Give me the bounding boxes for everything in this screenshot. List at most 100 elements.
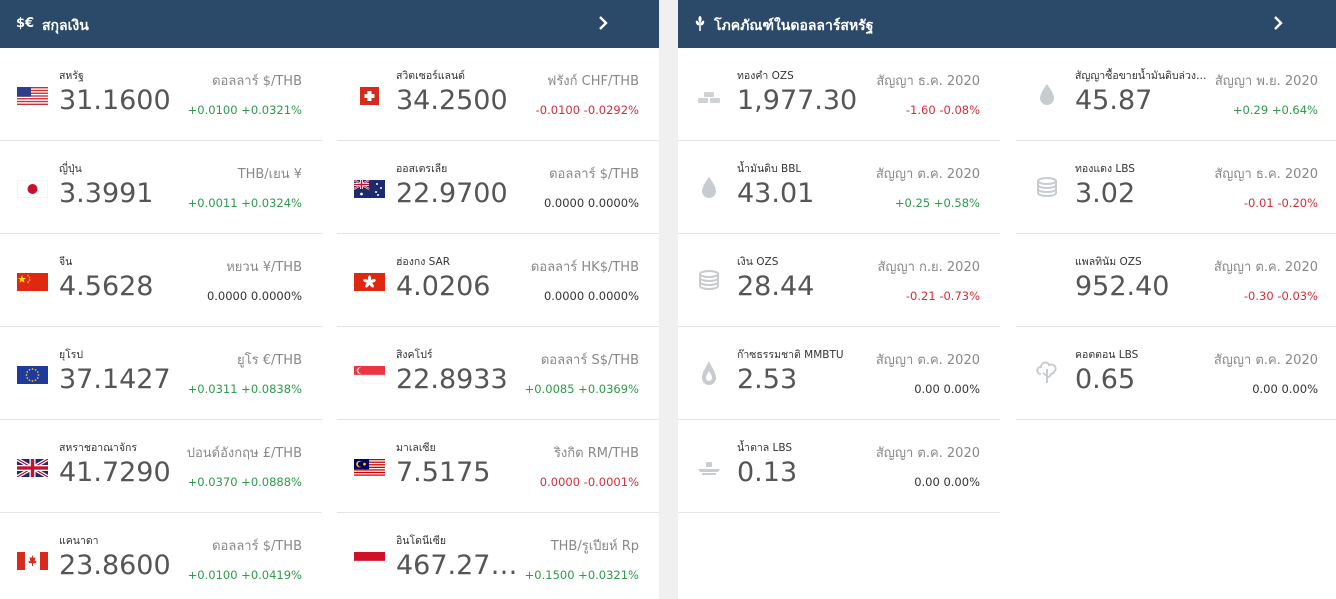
commodity-unit: สัญญา ต.ค. 2020 — [875, 446, 980, 461]
currency-unit: ดอลลาร์ S$/THB — [540, 353, 639, 368]
commodity-title: โภคภัณฑ์ในดอลลาร์สหรัฐ — [714, 18, 874, 34]
currency-card[interactable]: ญี่ปุ่น 3.3991 THB/เยน ¥ +0.0011 +0.0324% — [0, 141, 322, 234]
currency-card[interactable]: มาเลเซีย 7.5175 ริงกิต RM/THB 0.0000 -0.000… — [337, 420, 659, 513]
coin-stack-icon — [699, 270, 719, 290]
currency-unit: ดอลลาร์ $/THB — [212, 539, 302, 554]
commodity-card[interactable]: เงิน OZS 28.44 สัญญา ก.ย. 2020 -0.21 -0.73% — [678, 234, 1000, 327]
currency-name: ญี่ปุ่น — [59, 163, 82, 175]
eu-flag — [17, 366, 48, 384]
currency-name: มาเลเซีย — [396, 442, 436, 454]
gold-bars-icon — [698, 92, 720, 103]
chevron-right-icon[interactable] — [596, 14, 610, 32]
currency-card[interactable]: สวิตเซอร์แลนด์ 34.2500 ฟรังก์ CHF/THB -0.01… — [337, 48, 659, 141]
currency-unit: ปอนด์อังกฤษ £/THB — [186, 446, 302, 461]
currency-name: สวิตเซอร์แลนด์ — [396, 70, 465, 82]
currency-card[interactable]: ยุโรป 37.1427 ยูโร €/THB +0.0311 +0.0838% — [0, 327, 322, 420]
commodity-name: คอตตอน LBS — [1075, 349, 1139, 361]
commodity-value: 1,977.30 — [737, 85, 858, 116]
commodity-card[interactable]: สัญญาซื้อขายน้ำมันดิบล่วงหน้า BBL 45.87 สั… — [1016, 48, 1336, 141]
commodity-card[interactable]: คอตตอน LBS 0.65 สัญญา ต.ค. 2020 0.00 0.00% — [1016, 327, 1336, 420]
currency-unit: หยวน ¥/THB — [226, 260, 302, 275]
currency-value: 22.9700 — [396, 178, 508, 209]
commodity-card[interactable]: น้ำตาล LBS 0.13 สัญญา ต.ค. 2020 0.00 0.00% — [678, 420, 1000, 513]
chevron-right-icon[interactable] — [1271, 14, 1285, 32]
currency-card[interactable]: สหราชอาณาจักร 41.7290 ปอนด์อังกฤษ £/THB +0.… — [0, 420, 322, 513]
commodity-unit: สัญญา ต.ค. 2020 — [875, 167, 980, 182]
sg-flag — [354, 366, 385, 384]
currency-value: 467.2700 — [396, 550, 518, 581]
jp-flag — [17, 180, 48, 198]
currency-value: 4.0206 — [396, 271, 491, 302]
commodity-name: น้ำตาล LBS — [737, 442, 793, 454]
currency-value: 37.1427 — [59, 364, 171, 395]
currency-unit: ยูโร €/THB — [237, 353, 302, 368]
currency-card[interactable]: สหรัฐ 31.1600 ดอลลาร์ $/THB +0.0100 +0.0321… — [0, 48, 322, 141]
commodity-value: 2.53 — [737, 364, 798, 395]
currency-card[interactable]: สิงคโปร์ 22.8933 ดอลลาร์ S$/THB +0.0085 +0.… — [337, 327, 659, 420]
currency-name: ยุโรป — [59, 349, 84, 361]
commodity-value: 45.87 — [1075, 85, 1153, 116]
sugar-icon — [698, 462, 720, 475]
oil-drop-icon — [1040, 84, 1054, 105]
currency-value: 22.8933 — [396, 364, 508, 395]
currency-title: สกุลเงิน — [42, 18, 89, 34]
currency-name: ฮ่องกง SAR — [396, 256, 451, 268]
currency-value: 7.5175 — [396, 457, 491, 488]
currency-change: +0.0085 +0.0369% — [524, 382, 639, 396]
commodity-change: 0.00 0.00% — [914, 475, 980, 489]
currency-card[interactable]: ออสเตรเลีย 22.9700 ดอลลาร์ $/THB 0.0000 0.0… — [337, 141, 659, 234]
currency-change: +0.0370 +0.0888% — [187, 475, 302, 489]
commodity-change: +0.25 +0.58% — [894, 196, 980, 210]
commodity-change: -0.30 -0.03% — [1243, 289, 1318, 303]
currency-card[interactable]: อินโดนีเซีย 467.2700 THB/รูเปียห์ Rp +0.150… — [337, 513, 659, 599]
commodity-name: ทองคำ OZS — [737, 70, 794, 82]
commodity-unit: สัญญา ต.ค. 2020 — [1213, 260, 1318, 275]
currency-value: 41.7290 — [59, 457, 171, 488]
commodity-unit: สัญญา ธ.ค. 2020 — [876, 74, 980, 89]
currency-unit: THB/เยน ¥ — [237, 167, 302, 182]
currency-change: 0.0000 0.0000% — [543, 289, 639, 303]
currency-name: สหราชอาณาจักร — [59, 442, 137, 454]
currency-header: $€ สกุลเงิน — [0, 0, 659, 48]
commodity-value: 3.02 — [1075, 178, 1136, 209]
hk-flag — [354, 273, 385, 291]
currency-unit: ดอลลาร์ $/THB — [549, 167, 639, 182]
coin-stack-icon — [1037, 177, 1057, 197]
commodity-change: +0.29 +0.64% — [1232, 103, 1318, 117]
currency-change: +0.0011 +0.0324% — [187, 196, 302, 210]
commodity-unit: สัญญา ก.ย. 2020 — [877, 260, 981, 275]
currency-symbol-icon: $€ — [16, 16, 35, 31]
commodity-card[interactable]: น้ำมันดิบ BBL 43.01 สัญญา ต.ค. 2020 +0.25 +… — [678, 141, 1000, 234]
commodity-name: สัญญาซื้อขายน้ำมันดิบล่วงหน้า BBL — [1075, 70, 1207, 82]
commodity-card[interactable]: ก๊าซธรรมชาติ MMBTU 2.53 สัญญา ต.ค. 2020 0.0… — [678, 327, 1000, 420]
currency-value: 31.1600 — [59, 85, 171, 116]
commodity-unit: สัญญา ต.ค. 2020 — [875, 353, 980, 368]
commodity-name: ก๊าซธรรมชาติ MMBTU — [737, 349, 844, 361]
commodity-card[interactable]: ทองแดง LBS 3.02 สัญญา ธ.ค. 2020 -0.01 -0.20… — [1016, 141, 1336, 234]
currency-card[interactable]: จีน 4.5628 หยวน ¥/THB 0.0000 0.0000% — [0, 234, 322, 327]
commodity-unit: สัญญา ต.ค. 2020 — [1213, 353, 1318, 368]
uk-flag — [17, 459, 48, 477]
commodity-value: 0.65 — [1075, 364, 1136, 395]
currency-panel: $€ สกุลเงิน สหรัฐ 31.1600 ดอลลาร์ $/THB +0.… — [0, 0, 659, 599]
currency-card[interactable]: แคนาดา 23.8600 ดอลลาร์ $/THB +0.0100 +0.041… — [0, 513, 322, 599]
cotton-icon — [1036, 361, 1057, 383]
ca-flag — [17, 552, 48, 570]
currency-value: 3.3991 — [59, 178, 154, 209]
commodity-name: เงิน OZS — [737, 256, 779, 268]
currency-value: 4.5628 — [59, 271, 154, 302]
commodity-value: 952.40 — [1075, 271, 1170, 302]
currency-change: +0.0311 +0.0838% — [187, 382, 302, 396]
currency-name: แคนาดา — [59, 535, 99, 547]
commodity-change: 0.00 0.00% — [1252, 382, 1318, 396]
commodity-card[interactable]: ทองคำ OZS 1,977.30 สัญญา ธ.ค. 2020 -1.60 -0… — [678, 48, 1000, 141]
currency-change: 0.0000 -0.0001% — [539, 475, 639, 489]
currency-name: สิงคโปร์ — [396, 349, 433, 361]
commodity-unit: สัญญา พ.ย. 2020 — [1214, 74, 1318, 89]
commodity-change: -0.21 -0.73% — [905, 289, 980, 303]
currency-card[interactable]: ฮ่องกง SAR 4.0206 ดอลลาร์ HK$/THB 0.0000 0.… — [337, 234, 659, 327]
commodity-change: -1.60 -0.08% — [905, 103, 980, 117]
currency-unit: ดอลลาร์ $/THB — [212, 74, 302, 89]
currency-change: +0.0100 +0.0321% — [187, 103, 302, 117]
commodity-card[interactable]: แพลทินัม OZS 952.40 สัญญา ต.ค. 2020 -0.30 -… — [1016, 234, 1336, 327]
